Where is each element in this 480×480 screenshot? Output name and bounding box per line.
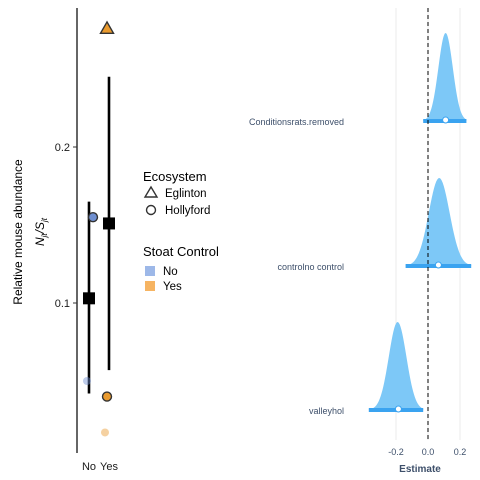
point-hollyford (89, 213, 98, 222)
posterior-median (395, 406, 401, 412)
estimate-tick-label: 0.0 (422, 447, 435, 457)
x-tick-label-yes: Yes (100, 461, 118, 473)
point-eglinton (101, 22, 114, 33)
point-hollyford (103, 392, 112, 401)
term-label: Conditionsrats.removed (249, 117, 344, 127)
legend-triangle-icon (145, 187, 157, 197)
legend-label-eglinton: Eglinton (165, 188, 207, 200)
estimate-tick-label: -0.2 (388, 447, 404, 457)
posterior-median (435, 262, 441, 268)
mean-no (83, 292, 95, 304)
estimate-x-ticks: -0.2 0.0 0.2 (388, 447, 466, 457)
mean-yes (103, 217, 115, 229)
legend: Ecosystem Eglinton Hollyford Stoat Contr… (143, 169, 219, 293)
legend-label-yes: Yes (163, 281, 182, 293)
legend-swatch-yes (145, 281, 155, 291)
y-axis-title: Relative mouse abundance (11, 159, 25, 305)
point-hollyford-faded (83, 377, 91, 385)
estimate-panel: Conditionsrats.removed controlno control v… (249, 8, 471, 475)
estimate-x-title: Estimate (399, 464, 441, 475)
x-ticks: No Yes (82, 461, 118, 473)
point-hollyford-faded (101, 428, 109, 436)
legend-circle-icon (147, 206, 156, 215)
term-label: valleyhol (309, 406, 344, 416)
legend-label-no: No (163, 266, 178, 278)
term-label: controlno control (277, 262, 344, 272)
y-axis-ratio-label: Njt/Sjt (33, 217, 49, 246)
posterior-densities (369, 33, 471, 412)
legend-ecosystem-title: Ecosystem (143, 169, 207, 184)
posterior-median (443, 117, 449, 123)
legend-control-title: Stoat Control (143, 244, 219, 259)
point-ranges (83, 77, 115, 394)
x-tick-label-no: No (82, 461, 96, 473)
y-tick-label: 0.2 (55, 142, 70, 154)
posterior-density (406, 178, 472, 266)
estimate-tick-label: 0.2 (454, 447, 467, 457)
posterior-density (369, 322, 423, 410)
y-tick-label: 0.1 (55, 298, 70, 310)
term-labels: Conditionsrats.removed controlno control v… (249, 117, 344, 416)
legend-label-hollyford: Hollyford (165, 205, 210, 217)
abundance-panel: Relative mouse abundance Njt/Sjt 0.10.2 … (11, 8, 118, 473)
legend-swatch-no (145, 266, 155, 276)
y-ticks: 0.1 0.2 (55, 142, 77, 310)
